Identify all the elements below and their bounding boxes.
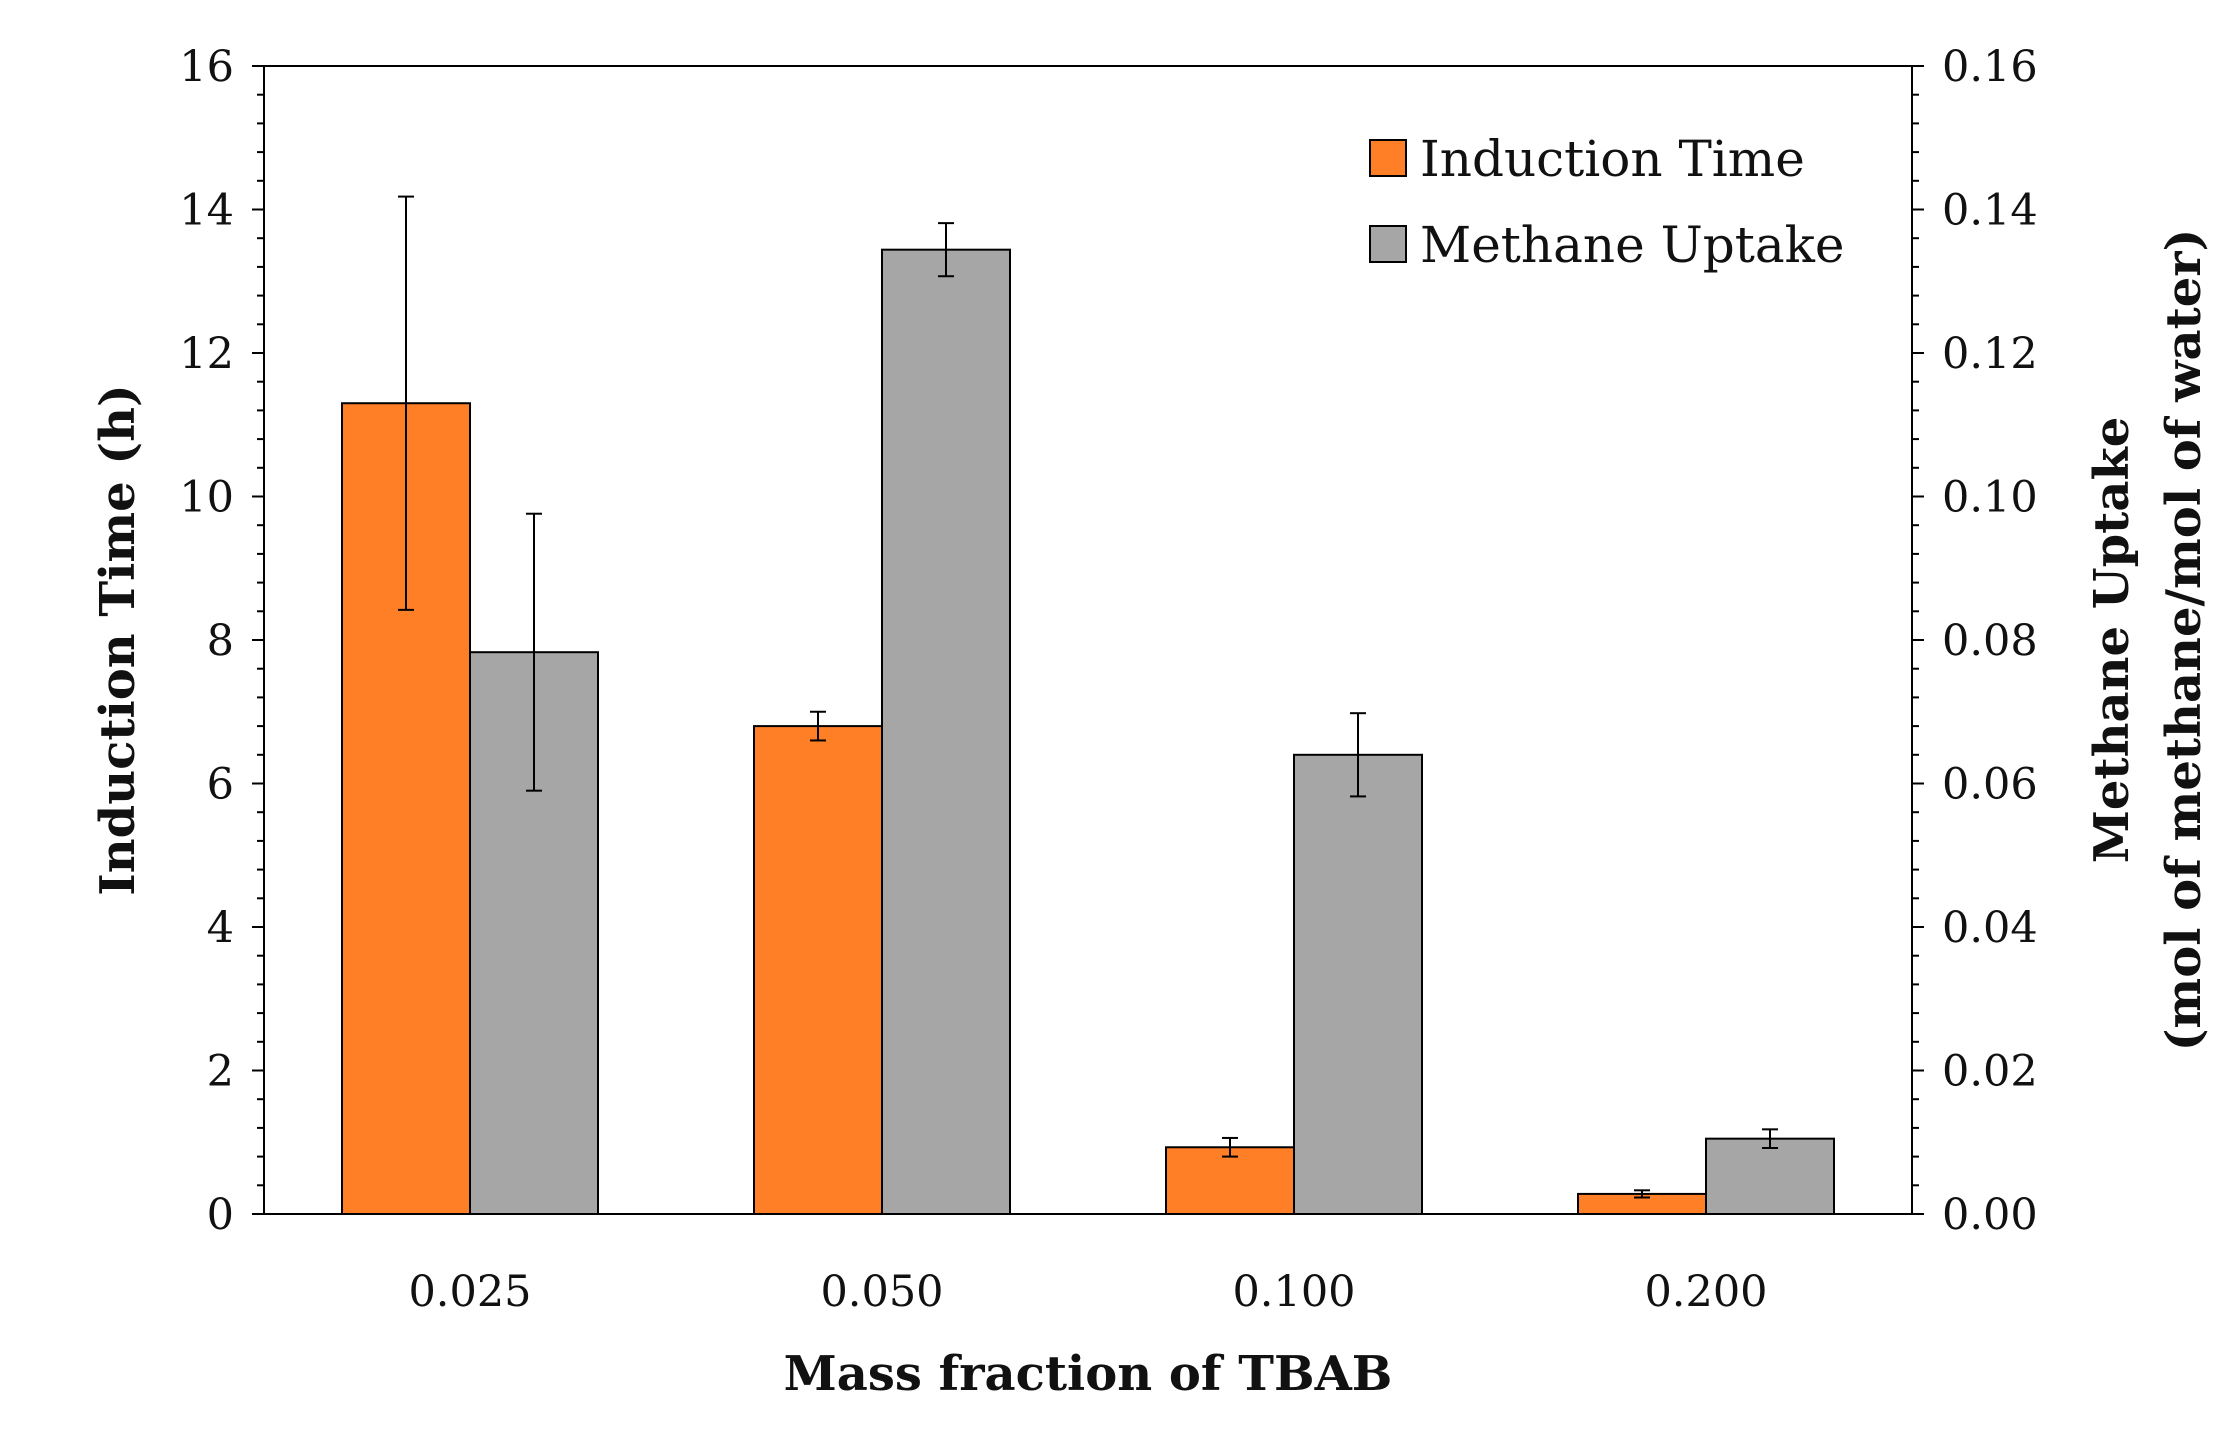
right-y-axis: 0.00 0.02 0.04 0.06 0.08 0.10 0.12 0.14 0.16: [1912, 42, 2038, 1240]
right-tick-label: 0.16: [1942, 42, 2038, 92]
bar-methane-uptake: [881, 248, 1011, 1215]
left-tick-label: 16: [179, 42, 234, 92]
x-axis-title: Mass fraction of TBAB: [784, 1346, 1393, 1402]
x-tick-label: 0.100: [1232, 1267, 1355, 1317]
bar-methane-uptake: [1293, 753, 1423, 1215]
right-tick-label: 0.02: [1942, 1047, 2038, 1097]
bars: [341, 248, 1835, 1216]
left-tick-label: 2: [207, 1047, 234, 1097]
x-tick-label: 0.025: [408, 1267, 531, 1317]
error-bars: [398, 195, 1778, 1199]
left-tick-label: 14: [179, 186, 234, 236]
right-tick-label: 0.10: [1942, 473, 2038, 523]
legend-swatch-induction-time: [1369, 139, 1407, 177]
left-y-axis-title: Induction Time (h): [90, 384, 146, 895]
right-tick-label: 0.00: [1942, 1190, 2038, 1240]
right-tick-label: 0.14: [1942, 186, 2038, 236]
x-axis: 0.025 0.050 0.100 0.200: [408, 1267, 1767, 1317]
left-y-axis: 0 2 4 6 8 10 12 14 16: [179, 42, 264, 1240]
right-y-axis-title-line2: (mol of methane/mol of water): [2156, 229, 2212, 1052]
left-tick-label: 0: [207, 1190, 234, 1240]
x-tick-label: 0.050: [820, 1267, 943, 1317]
left-tick-label: 8: [207, 616, 234, 666]
right-tick-label: 0.04: [1942, 903, 2038, 953]
legend-swatch-methane-uptake: [1369, 225, 1407, 263]
left-tick-label: 12: [179, 329, 234, 379]
legend-label-methane-uptake: Methane Uptake: [1420, 216, 1845, 274]
left-tick-label: 10: [179, 473, 234, 523]
left-tick-label: 4: [207, 903, 234, 953]
right-tick-label: 0.08: [1942, 616, 2038, 666]
legend-label-induction-time: Induction Time: [1420, 130, 1805, 188]
right-y-axis-title-line1: Methane Uptake: [2084, 417, 2140, 863]
bar-methane-uptake: [1705, 1137, 1835, 1215]
x-tick-label: 0.200: [1644, 1267, 1767, 1317]
right-tick-label: 0.06: [1942, 760, 2038, 810]
legend: Induction Time Methane Uptake: [1369, 130, 1845, 274]
left-tick-label: 6: [207, 760, 234, 810]
bar-induction-time: [753, 725, 883, 1215]
right-tick-label: 0.12: [1942, 329, 2038, 379]
